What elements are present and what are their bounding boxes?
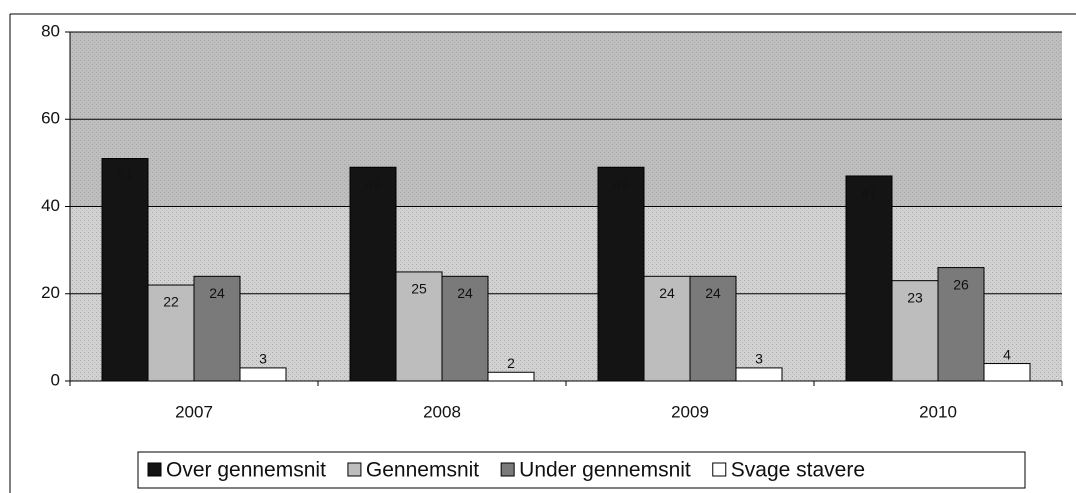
- y-tick-label: 60: [41, 109, 60, 128]
- data-label: 24: [209, 285, 225, 301]
- bar: [983, 363, 1031, 382]
- data-label: 49: [613, 176, 629, 192]
- bar: [643, 275, 691, 382]
- legend-box: [137, 451, 1026, 489]
- data-label: 25: [411, 281, 427, 297]
- x-tick-label: 2009: [671, 402, 709, 421]
- y-tick-label: 0: [51, 370, 60, 389]
- data-label: 26: [953, 276, 969, 292]
- bar: [597, 166, 645, 382]
- data-label: 24: [659, 285, 675, 301]
- x-tick-label: 2007: [175, 402, 213, 421]
- bar: [735, 367, 783, 382]
- data-label: 2: [507, 355, 515, 371]
- data-label: 4: [1003, 346, 1011, 362]
- x-tick-label: 2008: [423, 402, 461, 421]
- data-label: 24: [705, 285, 721, 301]
- bar: [891, 280, 939, 382]
- legend-swatch: [147, 462, 162, 477]
- legend-label: Svage stavere: [731, 459, 865, 482]
- data-label: 3: [755, 351, 763, 367]
- x-tick-label: 2010: [919, 402, 957, 421]
- bar: [193, 275, 241, 382]
- bar: [937, 267, 985, 382]
- legend-swatch: [347, 462, 362, 477]
- data-label: 51: [117, 167, 133, 183]
- data-label: 22: [163, 294, 179, 310]
- legend-label: Under gennemsnit: [519, 459, 691, 482]
- legend-swatch: [712, 462, 727, 477]
- bar: [689, 275, 737, 382]
- legend-label: Gennemsnit: [366, 459, 479, 482]
- data-label: 49: [365, 176, 381, 192]
- bar: [395, 271, 443, 382]
- legend-label: Over gennemsnit: [166, 459, 326, 482]
- data-label: 24: [457, 285, 473, 301]
- legend-swatch: [500, 462, 515, 477]
- y-tick-label: 80: [41, 21, 60, 40]
- bar: [101, 158, 149, 382]
- bar: [487, 371, 535, 382]
- data-label: 3: [259, 351, 267, 367]
- bar: [845, 175, 893, 382]
- bar: [239, 367, 287, 382]
- bar: [349, 166, 397, 382]
- data-label: 23: [907, 289, 923, 305]
- y-tick-label: 40: [41, 196, 60, 215]
- data-label: 47: [861, 185, 877, 201]
- bar: [441, 275, 489, 382]
- y-tick-label: 20: [41, 283, 60, 302]
